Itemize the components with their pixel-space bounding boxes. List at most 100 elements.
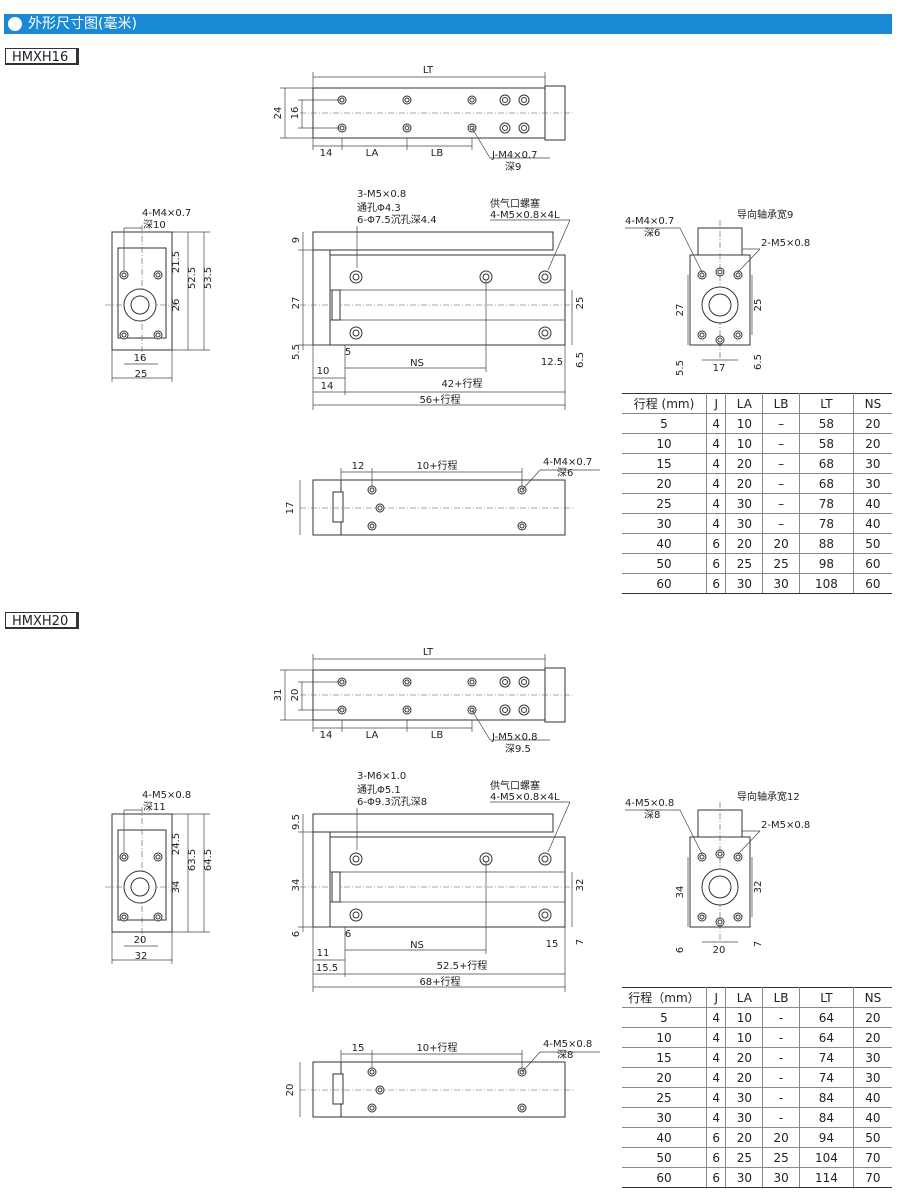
bore <box>708 293 732 317</box>
dimension-label: 25 <box>135 369 148 380</box>
dimension-label: 14 <box>321 381 334 392</box>
dimension-line <box>521 469 541 491</box>
table-cell: 30 <box>762 1167 800 1188</box>
dimension-label: LA <box>366 730 379 741</box>
dimension-label: 3-M6×1.0 <box>357 771 406 782</box>
dimension-label: 68+行程 <box>419 975 460 988</box>
table-cell: - <box>762 1087 800 1108</box>
title-bar: 外形尺寸图(毫米) <box>4 14 892 34</box>
dimension-label: 深8 <box>644 809 660 821</box>
hole-inner <box>717 851 723 857</box>
table-cell: 70 <box>852 1167 892 1188</box>
dimension-label: NS <box>410 940 424 951</box>
dimension-label: 4-M4×0.7 <box>142 208 191 219</box>
hole-inner <box>369 1069 375 1075</box>
hole-inner <box>339 707 345 713</box>
dimension-label: 20 <box>713 945 726 956</box>
table-cell: 6 <box>705 573 727 594</box>
dimension-label: 20 <box>290 689 301 702</box>
table-cell: 4 <box>705 1107 727 1128</box>
dimension-label: 4-M5×0.8×4L <box>490 792 560 803</box>
table-cell: 114 <box>798 1167 854 1188</box>
dimension-label: 9 <box>291 237 302 243</box>
title: 外形尺寸图(毫米) <box>28 16 137 32</box>
table-cell: 6 <box>705 1147 727 1168</box>
header-cell: J <box>705 987 727 1008</box>
body <box>331 289 341 321</box>
dimension-label: 32 <box>135 951 148 962</box>
hole-inner <box>377 505 383 511</box>
dimension-label: 6-Φ9.3沉孔深8 <box>357 795 427 808</box>
table-cell: 20 <box>852 433 892 454</box>
table-cell: 64 <box>798 1027 854 1048</box>
table-cell: 50 <box>852 1127 892 1148</box>
table-cell: 30 <box>725 493 764 514</box>
dimension-label: 4-M5×0.8 <box>142 790 191 801</box>
header-cell: LA <box>725 393 764 414</box>
table-cell: 10 <box>725 413 764 434</box>
hole-inner <box>717 337 723 343</box>
dimension-label: 通孔Φ5.1 <box>357 784 401 796</box>
dimension-line <box>547 801 571 853</box>
dimension-line <box>471 709 491 741</box>
hole-inner <box>502 679 508 685</box>
dimension-label: 27 <box>291 297 302 310</box>
table-cell: – <box>762 473 800 494</box>
table-cell: – <box>762 493 800 514</box>
table-cell: 70 <box>852 1147 892 1168</box>
dimension-label: 53.5 <box>203 267 214 289</box>
table-cell: 108 <box>798 573 854 594</box>
table-cell: 30 <box>622 1107 707 1128</box>
table-row: 30 4 30-84 40 <box>622 1107 892 1128</box>
dimension-label: 3-M5×0.8 <box>357 189 406 200</box>
table-cell: 20 <box>725 1067 764 1088</box>
table-cell: 88 <box>798 533 854 554</box>
hole-inner <box>469 97 475 103</box>
bore <box>130 877 150 897</box>
hole-inner <box>482 273 490 281</box>
dimension-label: 10 <box>317 366 330 377</box>
dimension-label: 深6 <box>644 227 660 239</box>
hole-inner <box>735 914 741 920</box>
dimension-label: J-M5×0.8 <box>491 732 537 743</box>
table-cell: 20 <box>622 473 707 494</box>
table-cell: 58 <box>798 413 854 434</box>
table-cell: 30 <box>725 513 764 534</box>
hole-inner <box>482 855 490 863</box>
dimension-label: 32 <box>753 881 764 894</box>
header-cell: NS <box>852 393 892 414</box>
spec-table: 行程（mm） J LA LB LT NS 5 4 10-64 20 10 4 10-64 20 15 4 20-… <box>622 987 892 1188</box>
table-row: 20 4 20-74 30 <box>622 1067 892 1088</box>
body <box>329 254 566 346</box>
dimension-label: 4-M5×0.8 <box>543 1039 592 1050</box>
dimension-label: 16 <box>134 353 147 364</box>
dimension-label: 深9.5 <box>505 743 531 755</box>
dimension-label: 17 <box>285 502 296 515</box>
header-cell: 行程（mm） <box>622 987 707 1008</box>
dimension-label: 20 <box>285 1084 296 1097</box>
header-cell: LB <box>762 393 800 414</box>
hole-inner <box>121 272 127 278</box>
dimension-label: 4-M4×0.7 <box>625 216 674 227</box>
table-row: 40 6 20 20 94 50 <box>622 1127 892 1148</box>
table-cell: 25 <box>622 1087 707 1108</box>
dimension-label: 17 <box>713 363 726 374</box>
hole-inner <box>404 679 410 685</box>
dimension-label: LA <box>366 148 379 159</box>
header-cell: LA <box>725 987 764 1008</box>
dimension-label: 15 <box>546 939 559 950</box>
body <box>332 491 344 523</box>
table-cell: 58 <box>798 433 854 454</box>
table-cell: 6 <box>705 553 727 574</box>
dimension-label: 34 <box>291 879 302 892</box>
hole-inner <box>699 332 705 338</box>
table-cell: 40 <box>852 1107 892 1128</box>
hole-inner <box>502 707 508 713</box>
dimension-label: 2-M5×0.8 <box>761 820 810 831</box>
dimension-label: 5.5 <box>675 360 686 376</box>
hole-inner <box>155 332 161 338</box>
dimension-label: 12 <box>352 461 365 472</box>
table-cell: 5 <box>622 413 707 434</box>
table-cell: 94 <box>798 1127 854 1148</box>
